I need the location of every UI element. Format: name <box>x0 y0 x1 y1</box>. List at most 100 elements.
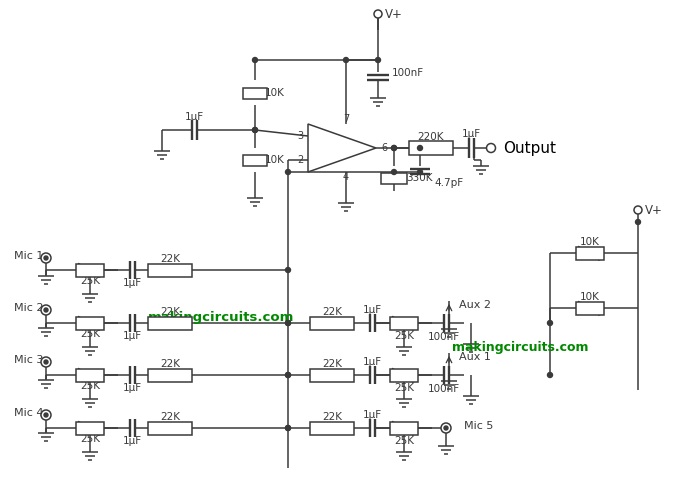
Bar <box>390 368 418 382</box>
Circle shape <box>253 128 257 132</box>
Text: 1µF: 1µF <box>122 278 142 288</box>
Circle shape <box>634 206 642 214</box>
Circle shape <box>41 253 51 263</box>
Circle shape <box>286 320 291 326</box>
Text: V+: V+ <box>385 8 403 20</box>
Text: 1µF: 1µF <box>363 305 381 315</box>
Circle shape <box>392 146 397 150</box>
Text: 220K: 220K <box>418 132 444 142</box>
Text: 22K: 22K <box>160 359 180 369</box>
Circle shape <box>444 426 448 430</box>
Circle shape <box>392 170 397 174</box>
Polygon shape <box>308 124 376 172</box>
Bar <box>310 368 354 382</box>
Circle shape <box>392 146 397 150</box>
Text: -: - <box>315 154 319 166</box>
Circle shape <box>286 268 291 272</box>
Text: 7: 7 <box>343 114 349 124</box>
Circle shape <box>44 256 48 260</box>
Circle shape <box>286 170 291 174</box>
Bar <box>381 172 407 184</box>
Circle shape <box>41 305 51 315</box>
Text: 1µF: 1µF <box>185 112 203 122</box>
Text: 22K: 22K <box>160 412 180 422</box>
Text: 1µF: 1µF <box>462 129 480 139</box>
Circle shape <box>417 146 423 150</box>
Text: 10K: 10K <box>265 155 285 165</box>
Text: 3: 3 <box>297 131 303 141</box>
Text: 22K: 22K <box>160 254 180 264</box>
Text: makingcircuits.com: makingcircuits.com <box>452 342 588 354</box>
Text: 100nF: 100nF <box>428 384 460 394</box>
Bar <box>409 141 453 155</box>
Bar <box>390 422 418 434</box>
Text: 330K: 330K <box>406 173 432 183</box>
Bar <box>310 316 354 330</box>
Circle shape <box>376 58 381 62</box>
Text: Output: Output <box>503 140 556 156</box>
Text: 25K: 25K <box>394 331 414 341</box>
Bar <box>310 422 354 434</box>
Text: 25K: 25K <box>80 434 100 444</box>
Text: 1µF: 1µF <box>122 383 142 393</box>
Bar <box>76 264 104 276</box>
Text: 25K: 25K <box>394 383 414 393</box>
Text: 22K: 22K <box>322 359 342 369</box>
Circle shape <box>547 372 552 378</box>
Text: 4.7pF: 4.7pF <box>434 178 463 188</box>
Circle shape <box>44 308 48 312</box>
Circle shape <box>374 10 382 18</box>
Circle shape <box>41 357 51 367</box>
Text: 10K: 10K <box>580 237 600 247</box>
Circle shape <box>441 423 451 433</box>
Text: 10K: 10K <box>580 292 600 302</box>
Text: TL081: TL081 <box>325 145 359 155</box>
Text: 6: 6 <box>381 143 387 153</box>
Text: 100nF: 100nF <box>392 68 424 78</box>
Text: Mic 3: Mic 3 <box>14 355 44 365</box>
Bar <box>148 368 192 382</box>
Text: 1µF: 1µF <box>363 410 381 420</box>
Bar <box>576 246 604 260</box>
Text: 25K: 25K <box>80 381 100 391</box>
Bar <box>243 154 267 166</box>
Bar <box>76 368 104 382</box>
Circle shape <box>286 372 291 378</box>
Text: Mic 2: Mic 2 <box>14 303 44 313</box>
Circle shape <box>343 58 349 62</box>
Circle shape <box>286 426 291 430</box>
Text: 1µF: 1µF <box>363 357 381 367</box>
Text: 22K: 22K <box>160 307 180 317</box>
Text: 1µF: 1µF <box>122 331 142 341</box>
Circle shape <box>253 58 257 62</box>
Bar <box>76 422 104 434</box>
Bar <box>576 302 604 314</box>
Circle shape <box>486 144 495 152</box>
Circle shape <box>253 128 257 132</box>
Text: Mic 5: Mic 5 <box>464 421 493 431</box>
Text: 4: 4 <box>343 172 349 182</box>
Text: 22K: 22K <box>322 307 342 317</box>
Bar <box>148 422 192 434</box>
Text: makingcircuits.com: makingcircuits.com <box>148 312 294 324</box>
Text: Mic 1: Mic 1 <box>14 251 44 261</box>
Circle shape <box>286 426 291 430</box>
Bar <box>148 316 192 330</box>
Bar <box>243 88 267 99</box>
Text: 100nF: 100nF <box>428 332 460 342</box>
Circle shape <box>286 372 291 378</box>
Bar <box>390 316 418 330</box>
Text: +: + <box>311 130 322 142</box>
Text: 25K: 25K <box>80 276 100 286</box>
Bar <box>148 264 192 276</box>
Circle shape <box>635 220 641 224</box>
Circle shape <box>417 170 423 174</box>
Text: 22K: 22K <box>322 412 342 422</box>
Text: V+: V+ <box>645 204 663 216</box>
Text: Aux 1: Aux 1 <box>459 352 491 362</box>
Text: 1µF: 1µF <box>122 436 142 446</box>
Text: Mic 4: Mic 4 <box>14 408 44 418</box>
Text: Aux 2: Aux 2 <box>459 300 491 310</box>
Circle shape <box>44 413 48 417</box>
Text: 25K: 25K <box>80 329 100 339</box>
